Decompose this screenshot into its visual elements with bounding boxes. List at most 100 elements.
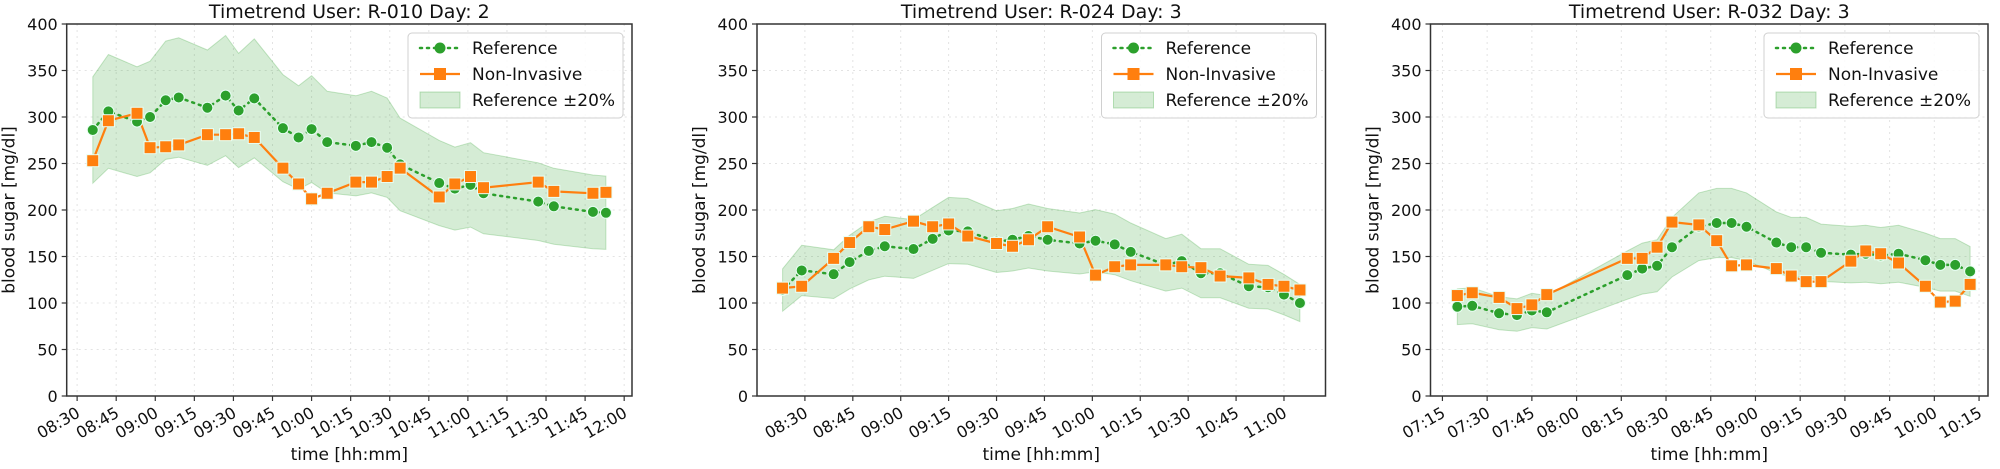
x-tick-label: 11:15 (464, 403, 513, 443)
x-tick-label: 08:30 (1623, 403, 1672, 443)
noninvasive-point (364, 175, 378, 189)
y-tick-label: 250 (1391, 155, 1422, 174)
noninvasive-point (1892, 256, 1906, 270)
reference-point (1964, 265, 1977, 278)
reference-point (86, 124, 99, 137)
noninvasive-point (172, 138, 186, 152)
reference-point (232, 104, 245, 117)
y-tick-label: 400 (27, 15, 58, 34)
legend-label: Non-Invasive (1828, 65, 1938, 85)
x-tick-label: 08:45 (809, 403, 858, 443)
y-tick-label: 200 (717, 201, 748, 220)
noninvasive-point (795, 279, 809, 293)
y-axis-label: blood sugar [mg/dl] (690, 126, 710, 294)
x-tick-label: 09:45 (1001, 403, 1050, 443)
reference-point (1621, 269, 1634, 282)
reference-point (1800, 241, 1813, 254)
x-tick-label: 09:45 (1846, 403, 1895, 443)
noninvasive-point (906, 214, 920, 228)
noninvasive-point (349, 175, 363, 189)
y-tick-label: 0 (48, 387, 58, 406)
legend: Reference Non-Invasive Reference ±20% (1763, 32, 1980, 119)
legend-label: Reference (1828, 39, 1914, 59)
noninvasive-point (463, 170, 477, 184)
noninvasive-point (843, 236, 857, 250)
noninvasive-point (827, 251, 841, 265)
x-tick-label: 10:15 (307, 403, 356, 443)
x-tick-label: 09:00 (857, 403, 906, 443)
noninvasive-point (1844, 254, 1858, 268)
noninvasive-point (143, 141, 157, 155)
reference-point (1710, 217, 1723, 230)
legend-label: Reference ±20% (472, 91, 615, 111)
y-tick-label: 350 (27, 62, 58, 81)
y-tick-label: 0 (1411, 387, 1421, 406)
noninvasive-point (247, 130, 261, 144)
y-tick-label: 100 (27, 294, 58, 313)
reference-point (1651, 259, 1664, 272)
x-tick-label: 10:45 (385, 403, 434, 443)
reference-point (1089, 234, 1102, 247)
x-tick-label: 09:15 (905, 403, 954, 443)
x-tick-label: 07:15 (1399, 403, 1448, 443)
legend-label: Reference ±20% (1828, 91, 1971, 111)
noninvasive-point (1918, 279, 1932, 293)
noninvasive-point (1242, 271, 1256, 285)
y-tick-label: 250 (27, 155, 58, 174)
reference-point (586, 205, 599, 218)
legend-label: Non-Invasive (472, 65, 582, 85)
reference-point (1949, 258, 1962, 271)
reference-point (248, 92, 261, 105)
legend: Reference Non-Invasive Reference ±20% (407, 32, 624, 119)
legend-band-swatch-icon (419, 91, 461, 109)
x-tick-label: 11:00 (1241, 403, 1290, 443)
reference-point (1919, 254, 1932, 267)
x-tick-label: 08:45 (73, 403, 122, 443)
reference-point (843, 256, 856, 269)
x-tick-label: 10:30 (346, 403, 395, 443)
x-tick-label: 08:00 (1533, 403, 1582, 443)
x-tick-label: 07:45 (1488, 403, 1537, 443)
x-tick-label: 12:00 (581, 403, 630, 443)
y-tick-label: 0 (738, 387, 748, 406)
x-axis-label: time [hh:mm] (983, 445, 1100, 465)
x-tick-label: 10:30 (1145, 403, 1194, 443)
x-tick-label: 09:30 (953, 403, 1002, 443)
noninvasive-point (1261, 277, 1275, 291)
reference-point (1124, 245, 1137, 258)
reference-point (321, 136, 334, 149)
noninvasive-point (1041, 220, 1055, 234)
noninvasive-point (292, 177, 306, 191)
legend-box (1101, 32, 1317, 119)
noninvasive-point (305, 192, 319, 206)
noninvasive-point (1725, 259, 1739, 273)
x-axis-label: time [hh:mm] (1651, 445, 1768, 465)
legend-label: Reference (472, 39, 558, 59)
noninvasive-point (380, 170, 394, 184)
noninvasive-point (1784, 269, 1798, 283)
noninvasive-point (1740, 258, 1754, 272)
reference-point (907, 243, 920, 256)
reference-point (1293, 297, 1306, 309)
noninvasive-point (1175, 260, 1189, 274)
reference-point (1725, 217, 1738, 230)
y-tick-label: 150 (717, 248, 748, 267)
chart-title: Timetrend User: R-024 Day: 3 (900, 1, 1182, 23)
noninvasive-point (1635, 251, 1649, 265)
legend-box (407, 32, 624, 119)
reference-point (276, 122, 289, 135)
y-tick-label: 400 (717, 15, 748, 34)
y-tick-label: 400 (1391, 15, 1422, 34)
reference-point (349, 139, 362, 152)
legend-reference-marker-icon (434, 42, 446, 54)
reference-point (1493, 307, 1506, 320)
x-tick-label: 09:45 (229, 403, 278, 443)
noninvasive-point (1525, 298, 1539, 312)
noninvasive-point (1692, 218, 1706, 232)
x-tick-label: 07:30 (1444, 403, 1493, 443)
x-tick-label: 10:00 (1049, 403, 1098, 443)
x-tick-label: 08:15 (1578, 403, 1627, 443)
reference-point (1740, 220, 1753, 233)
x-tick-label: 08:45 (1667, 403, 1716, 443)
